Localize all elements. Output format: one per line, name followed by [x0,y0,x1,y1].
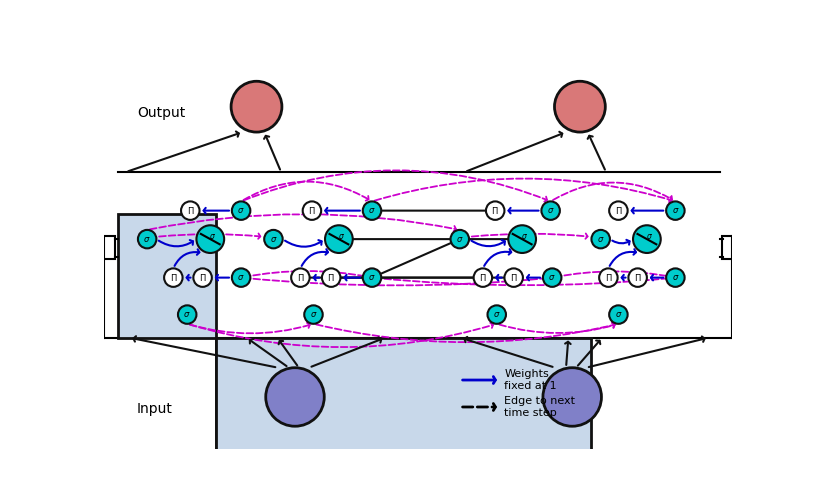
Text: Input: Input [136,402,172,416]
Circle shape [473,269,492,287]
Circle shape [541,202,560,220]
Circle shape [599,269,618,287]
Text: $\Pi$: $\Pi$ [510,272,517,283]
Circle shape [325,225,353,253]
Bar [215,338,266,353]
Text: $\sigma$: $\sigma$ [237,273,245,282]
Text: $\sigma$: $\sigma$ [338,232,344,241]
Text: $\sigma$: $\sigma$ [521,232,528,241]
Text: $\Pi$: $\Pi$ [479,272,486,283]
Bar [721,236,732,259]
Circle shape [178,305,197,324]
Text: $\Pi$: $\Pi$ [614,205,622,216]
Text: $\Pi$: $\Pi$ [605,272,612,283]
Text: $\sigma$: $\sigma$ [645,232,653,241]
Circle shape [266,368,324,426]
Text: $\sigma$: $\sigma$ [368,206,375,215]
Circle shape [264,230,282,248]
Circle shape [628,269,647,287]
Text: $\Pi$: $\Pi$ [308,205,316,216]
Text: $\sigma$: $\sigma$ [209,232,216,241]
Circle shape [138,230,157,248]
Text: $\sigma$: $\sigma$ [672,206,679,215]
Circle shape [633,225,661,253]
Text: Weights
fixed at 1: Weights fixed at 1 [504,369,557,391]
Circle shape [450,230,469,248]
Circle shape [543,269,561,287]
Text: $\sigma$: $\sigma$ [672,273,679,282]
Text: $\Pi$: $\Pi$ [170,272,177,283]
Text: $\Pi$: $\Pi$ [199,272,206,283]
Text: $\sigma$: $\sigma$ [548,273,556,282]
Bar [118,215,215,338]
Circle shape [363,269,381,287]
Circle shape [504,269,523,287]
Text: $\Pi$: $\Pi$ [491,205,499,216]
Circle shape [486,202,504,220]
Circle shape [193,269,212,287]
Circle shape [322,269,340,287]
Circle shape [487,305,506,324]
Text: $\sigma$: $\sigma$ [493,310,500,319]
Text: Edge to next
time step: Edge to next time step [504,396,575,418]
Text: $\sigma$: $\sigma$ [269,235,277,243]
Text: $\Pi$: $\Pi$ [634,272,641,283]
Text: $\Pi$: $\Pi$ [327,272,335,283]
Text: $\sigma$: $\sigma$ [547,206,554,215]
Circle shape [666,269,685,287]
Circle shape [303,202,322,220]
Circle shape [555,81,605,132]
Text: $\sigma$: $\sigma$ [144,235,151,243]
Bar [104,236,115,259]
Circle shape [231,81,282,132]
Text: $\sigma$: $\sigma$ [310,310,317,319]
Text: $\Pi$: $\Pi$ [297,272,304,283]
Text: $\sigma$: $\sigma$ [614,310,622,319]
Text: $\sigma$: $\sigma$ [597,235,605,243]
Text: $\sigma$: $\sigma$ [368,273,375,282]
Text: $\Pi$: $\Pi$ [187,205,194,216]
Text: Output: Output [138,106,186,120]
Text: $\sigma$: $\sigma$ [184,310,191,319]
Circle shape [197,225,224,253]
Circle shape [304,305,322,324]
Circle shape [543,368,601,426]
Circle shape [232,269,251,287]
Circle shape [164,269,183,287]
Circle shape [592,230,610,248]
Circle shape [291,269,309,287]
Text: $\sigma$: $\sigma$ [237,206,245,215]
Circle shape [610,305,628,324]
Bar [215,338,449,504]
Circle shape [232,202,251,220]
Circle shape [508,225,536,253]
Bar [215,338,591,504]
Circle shape [610,202,628,220]
Circle shape [363,202,381,220]
Circle shape [181,202,200,220]
Text: $\sigma$: $\sigma$ [456,235,463,243]
Circle shape [666,202,685,220]
